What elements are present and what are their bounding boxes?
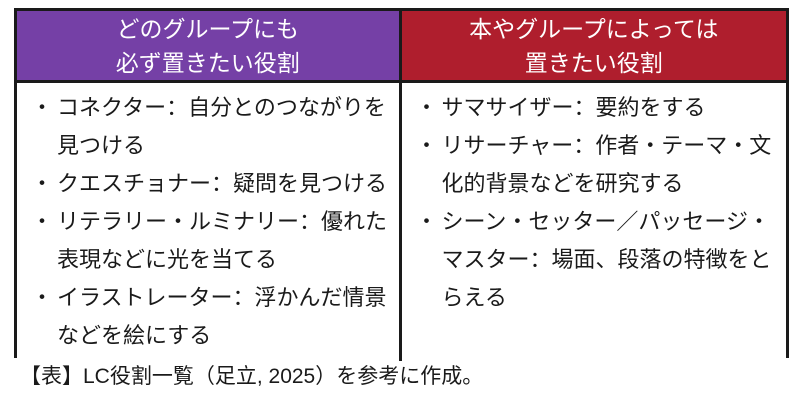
list-item-text: シーン・セッター／パッセージ・マスター：場面、段落の特徴をとらえる [441,209,772,310]
required-roles-list: ・ コネクター：自分とのつながりを見つける ・ クエスチョナー：疑問を見つける … [17,83,402,361]
table-header-required-roles: どのグループにも 必ず置きたい役割 [17,11,402,83]
header-line: 本やグループによっては [469,15,719,42]
optional-roles-list: ・ サマサイザー：要約をする ・ リサーチャー：作者・テーマ・文化的背景などを研… [401,83,786,361]
list-item: ・ サマサイザー：要約をする [416,89,781,127]
bullet-icon: ・ [31,171,54,196]
list-item-text: クエスチョナー：疑問を見つける [57,171,388,196]
list-item-text: イラストレーター：浮かんだ情景などを絵にする [57,285,387,348]
bullet-icon: ・ [31,285,54,310]
list-item-text: サマサイザー：要約をする [441,95,706,120]
header-line: 置きたい役割 [524,49,663,76]
list-item: ・ クエスチョナー：疑問を見つける [31,165,393,203]
list-item: ・ リサーチャー：作者・テーマ・文化的背景などを研究する [416,127,781,203]
list-item-text: コネクター：自分とのつながりを見つける [57,95,386,158]
table-header-optional-roles: 本やグループによっては 置きたい役割 [401,11,786,83]
table-caption: 【表】LC役割一覧（足立, 2025）を参考に作成。 [20,365,484,388]
list-item: ・ コネクター：自分とのつながりを見つける [31,89,393,165]
bullet-icon: ・ [415,209,438,234]
bullet-icon: ・ [31,209,54,234]
bullet-icon: ・ [31,95,54,120]
list-item-text: リテラリー・ルミナリー：優れた表現などに光を当てる [57,209,388,272]
list-item: ・ イラストレーター：浮かんだ情景などを絵にする [31,279,393,355]
bullet-icon: ・ [415,95,438,120]
header-line: どのグループにも [116,15,300,42]
header-line: 必ず置きたい役割 [115,49,300,76]
role-table: どのグループにも 必ず置きたい役割 本やグループによっては 置きたい役割 ・ コ… [14,8,789,361]
list-item: ・ リテラリー・ルミナリー：優れた表現などに光を当てる [31,203,393,279]
list-item-text: リサーチャー：作者・テーマ・文化的背景などを研究する [441,133,772,196]
bullet-icon: ・ [415,133,438,158]
list-item: ・ シーン・セッター／パッセージ・マスター：場面、段落の特徴をとらえる [416,203,781,317]
